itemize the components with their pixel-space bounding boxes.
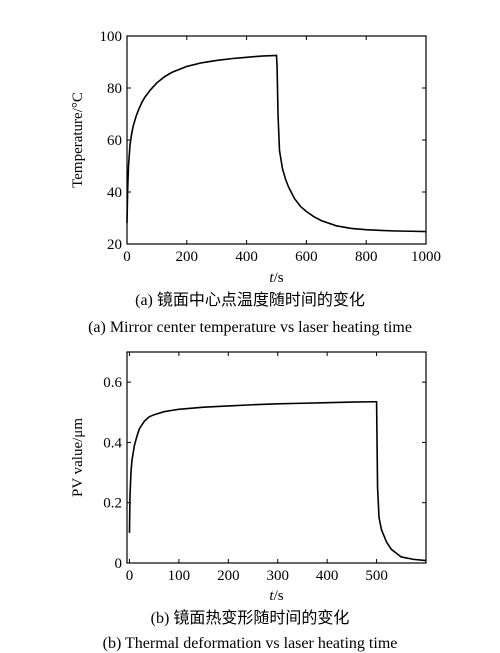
temperature-series-line [126, 54, 427, 233]
deformation-y-tick-label: 0.6 [103, 375, 122, 391]
deformation-y-tick-label: 0.2 [103, 496, 122, 512]
temperature-x-tick-label: 1000 [411, 249, 441, 265]
deformation-x-axis-label-unit: /s [274, 588, 284, 604]
temperature-caption-cn: (a) 镜面中心点温度随时间的变化 [135, 290, 365, 309]
temperature-x-tick-label: 0 [123, 249, 131, 265]
temperature-x-axis-label-unit: /s [274, 270, 284, 286]
deformation-y-tick-label: 0.4 [103, 435, 122, 451]
temperature-y-tick-label: 40 [107, 185, 122, 201]
temperature-x-axis-label-var: t [269, 270, 274, 286]
deformation-axis-ticks: 0 100 200 300 400 500 0 0.2 0.4 0.6 [103, 352, 426, 584]
deformation-chart: 0 100 200 300 400 500 0 0.2 0.4 0.6 PV value/μm t… [70, 351, 427, 652]
deformation-caption-cn: (b) 镜面热变形随时间的变化 [151, 608, 350, 627]
temperature-y-tick-label: 100 [100, 29, 123, 45]
deformation-x-axis-label: t/s [269, 588, 283, 604]
deformation-series-line [128, 400, 427, 562]
deformation-y-tick-label: 0 [115, 556, 123, 572]
temperature-y-tick-label: 60 [107, 133, 122, 149]
deformation-x-tick-label: 300 [266, 568, 289, 584]
temperature-x-tick-label: 600 [295, 249, 318, 265]
deformation-plot-frame [126, 351, 427, 564]
temperature-caption-en: (a) Mirror center temperature vs laser h… [88, 319, 412, 336]
deformation-x-axis-label-var: t [269, 588, 274, 604]
temperature-x-tick-label: 400 [235, 249, 258, 265]
temperature-y-tick-label: 80 [107, 81, 122, 97]
deformation-caption-en: (b) Thermal deformation vs laser heating… [103, 635, 398, 652]
temperature-axis-ticks: 0 200 400 600 800 1000 20 40 60 80 100 [100, 29, 442, 265]
temperature-chart: 0 200 400 600 800 1000 20 40 60 80 100 Temperature… [70, 29, 441, 336]
temperature-y-axis-label: Temperature/°C [70, 92, 86, 188]
deformation-x-tick-label: 0 [126, 568, 134, 584]
temperature-x-tick-label: 800 [355, 249, 378, 265]
temperature-y-tick-label: 20 [107, 237, 122, 253]
temperature-x-axis-label: t/s [269, 270, 283, 286]
deformation-y-axis-label: PV value/μm [70, 418, 86, 497]
deformation-x-tick-label: 100 [168, 568, 191, 584]
deformation-x-tick-label: 200 [217, 568, 240, 584]
deformation-x-tick-label: 400 [316, 568, 339, 584]
deformation-x-tick-label: 500 [365, 568, 388, 584]
temperature-x-tick-label: 200 [176, 249, 199, 265]
